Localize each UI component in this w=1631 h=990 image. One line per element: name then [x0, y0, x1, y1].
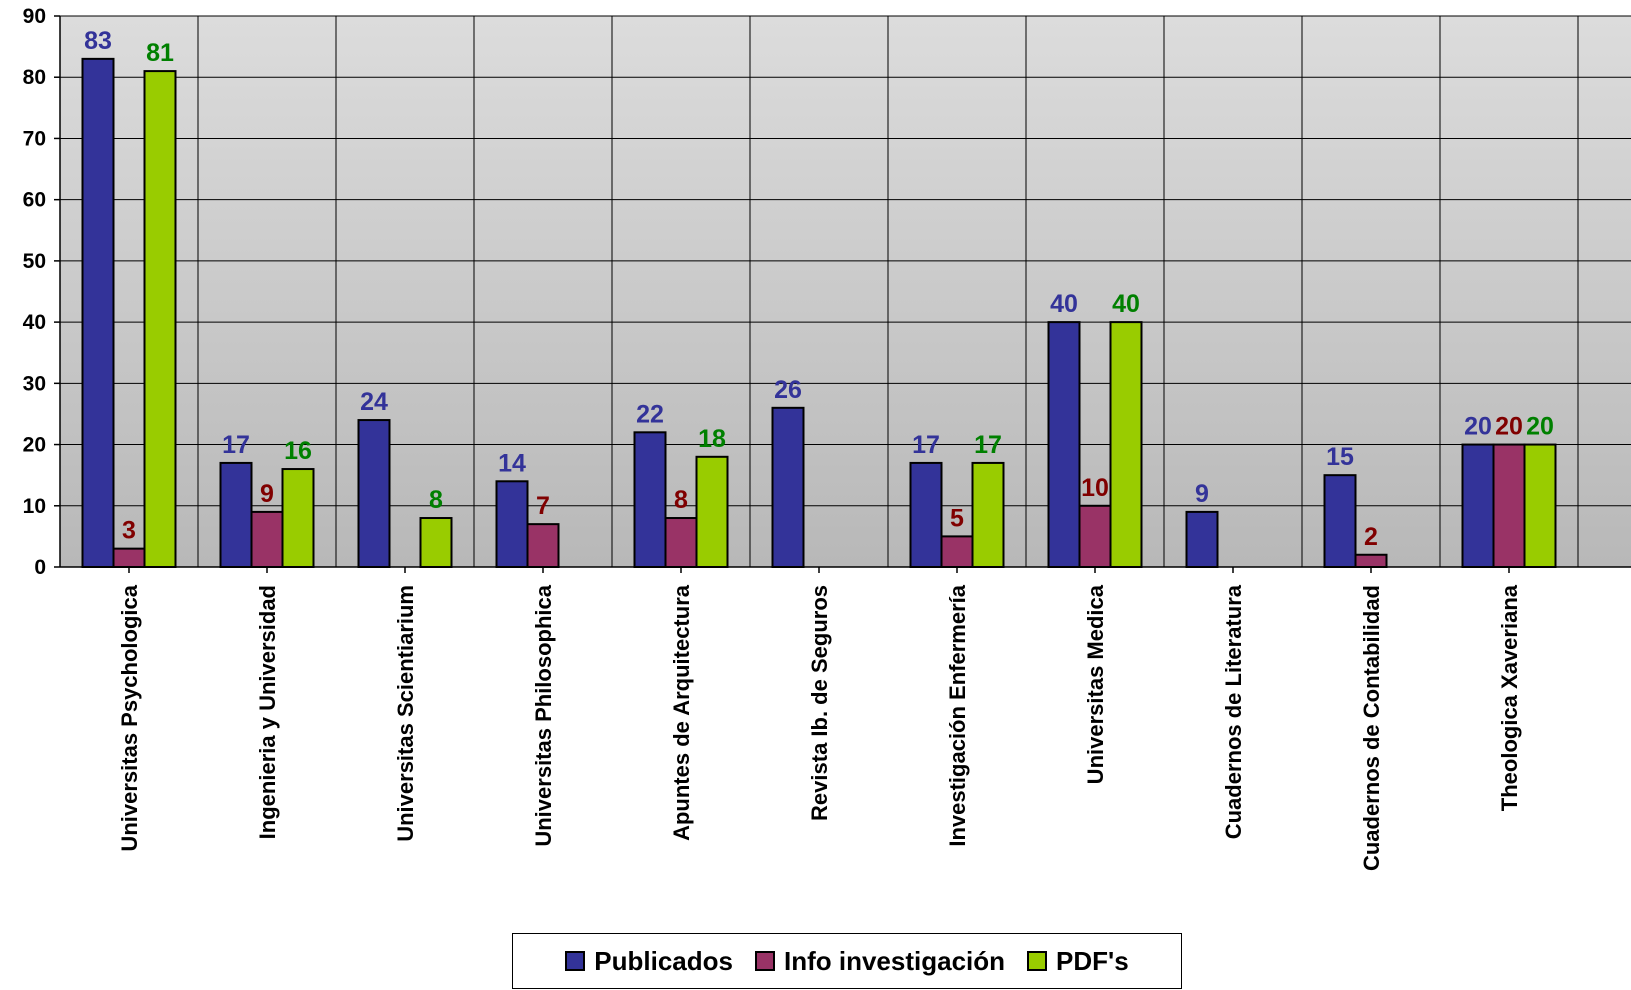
- data-label-info: 5: [950, 504, 964, 532]
- data-label-pdf: 8: [429, 486, 443, 514]
- legend-label-info: Info investigación: [784, 946, 1005, 977]
- bar-publicados: [1049, 322, 1080, 567]
- data-label-pdf: 20: [1526, 413, 1554, 441]
- x-tick-label: Universitas Psychologica: [117, 584, 142, 851]
- bar-pdf: [283, 469, 314, 567]
- bar-pdf: [697, 457, 728, 567]
- bar-pdf: [1525, 445, 1556, 567]
- x-tick-label: Universitas Philosophica: [531, 584, 556, 846]
- bar-info: [1494, 445, 1525, 567]
- bar-info: [666, 518, 697, 567]
- x-axis-ticks: Universitas Psychologica Ingenieria y Uni…: [117, 567, 1522, 871]
- y-tick-label: 90: [23, 5, 46, 28]
- y-tick-label: 70: [23, 127, 46, 150]
- x-tick-label: Ingenieria y Universidad: [255, 585, 280, 839]
- y-tick-label: 0: [34, 556, 46, 579]
- data-label-publicados: 40: [1050, 290, 1078, 318]
- bar-pdf: [145, 71, 176, 567]
- data-label-info: 8: [674, 486, 688, 514]
- data-label-publicados: 14: [498, 449, 526, 477]
- legend-item-publicados: Publicados: [565, 946, 733, 977]
- data-label-publicados: 20: [1464, 413, 1492, 441]
- x-tick-label: Universitas Medica: [1083, 584, 1108, 784]
- data-label-publicados: 22: [636, 400, 664, 428]
- bar-pdf: [421, 518, 452, 567]
- bar-publicados: [359, 420, 390, 567]
- data-label-publicados: 24: [360, 388, 388, 416]
- legend-label-pdf: PDF's: [1056, 946, 1129, 977]
- bar-info: [942, 536, 973, 567]
- data-label-info: 2: [1364, 523, 1378, 551]
- y-tick-label: 30: [23, 372, 46, 395]
- bar-publicados: [83, 59, 114, 567]
- y-tick-label: 10: [23, 495, 46, 518]
- data-label-info: 10: [1081, 474, 1109, 502]
- bar-pdf: [973, 463, 1004, 567]
- data-label-info: 7: [536, 492, 550, 520]
- data-label-publicados: 9: [1195, 480, 1209, 508]
- data-label-info: 3: [122, 517, 136, 545]
- data-label-pdf: 16: [284, 437, 312, 465]
- data-label-publicados: 17: [222, 431, 250, 459]
- data-label-pdf: 40: [1112, 290, 1140, 318]
- x-tick-label: Investigación Enfermería: [945, 584, 970, 846]
- bar-info: [1080, 506, 1111, 567]
- data-label-pdf: 17: [974, 431, 1002, 459]
- x-tick-label: Apuntes de Arquitectura: [669, 584, 694, 841]
- bar-chart: 0 10 20 30 40 50 60 70 80 90 Universitas Psycholo…: [0, 0, 1631, 930]
- bar-publicados: [497, 481, 528, 567]
- x-tick-label: Cuadernos de Contabilidad: [1359, 585, 1384, 871]
- data-label-info: 9: [260, 480, 274, 508]
- legend-swatch-pdf: [1027, 951, 1047, 971]
- data-label-publicados: 15: [1326, 443, 1354, 471]
- bar-publicados: [773, 408, 804, 567]
- data-label-info: 20: [1495, 413, 1523, 441]
- bar-info: [252, 512, 283, 567]
- data-label-publicados: 83: [84, 27, 112, 55]
- legend-swatch-info: [755, 951, 775, 971]
- bar-publicados: [635, 432, 666, 567]
- bar-publicados: [1187, 512, 1218, 567]
- data-label-publicados: 17: [912, 431, 940, 459]
- bar-info: [528, 524, 559, 567]
- bar-publicados: [1463, 445, 1494, 567]
- x-tick-label: Cuadernos de Literatura: [1221, 584, 1246, 839]
- legend-item-pdf: PDF's: [1027, 946, 1129, 977]
- data-label-pdf: 81: [146, 39, 174, 67]
- bar-publicados: [1325, 475, 1356, 567]
- bar-pdf: [1111, 322, 1142, 567]
- y-tick-label: 20: [23, 434, 46, 457]
- data-label-publicados: 26: [774, 376, 802, 404]
- bar-info: [114, 549, 145, 567]
- legend-label-publicados: Publicados: [594, 946, 733, 977]
- bar-publicados: [911, 463, 942, 567]
- legend: Publicados Info investigación PDF's: [512, 933, 1182, 989]
- x-tick-label: Theologica Xaveriana: [1497, 584, 1522, 811]
- legend-item-info: Info investigación: [755, 946, 1005, 977]
- y-tick-label: 60: [23, 189, 46, 212]
- x-tick-label: Revista Ib. de Seguros: [807, 585, 832, 821]
- y-tick-label: 80: [23, 66, 46, 89]
- y-axis-ticks: 0 10 20 30 40 50 60 70 80 90: [23, 5, 60, 579]
- y-tick-label: 40: [23, 311, 46, 334]
- bar-info: [1356, 555, 1387, 567]
- legend-swatch-publicados: [565, 951, 585, 971]
- bar-publicados: [221, 463, 252, 567]
- y-tick-label: 50: [23, 250, 46, 273]
- data-label-pdf: 18: [698, 425, 726, 453]
- x-tick-label: Universitas Scientiarium: [393, 585, 418, 842]
